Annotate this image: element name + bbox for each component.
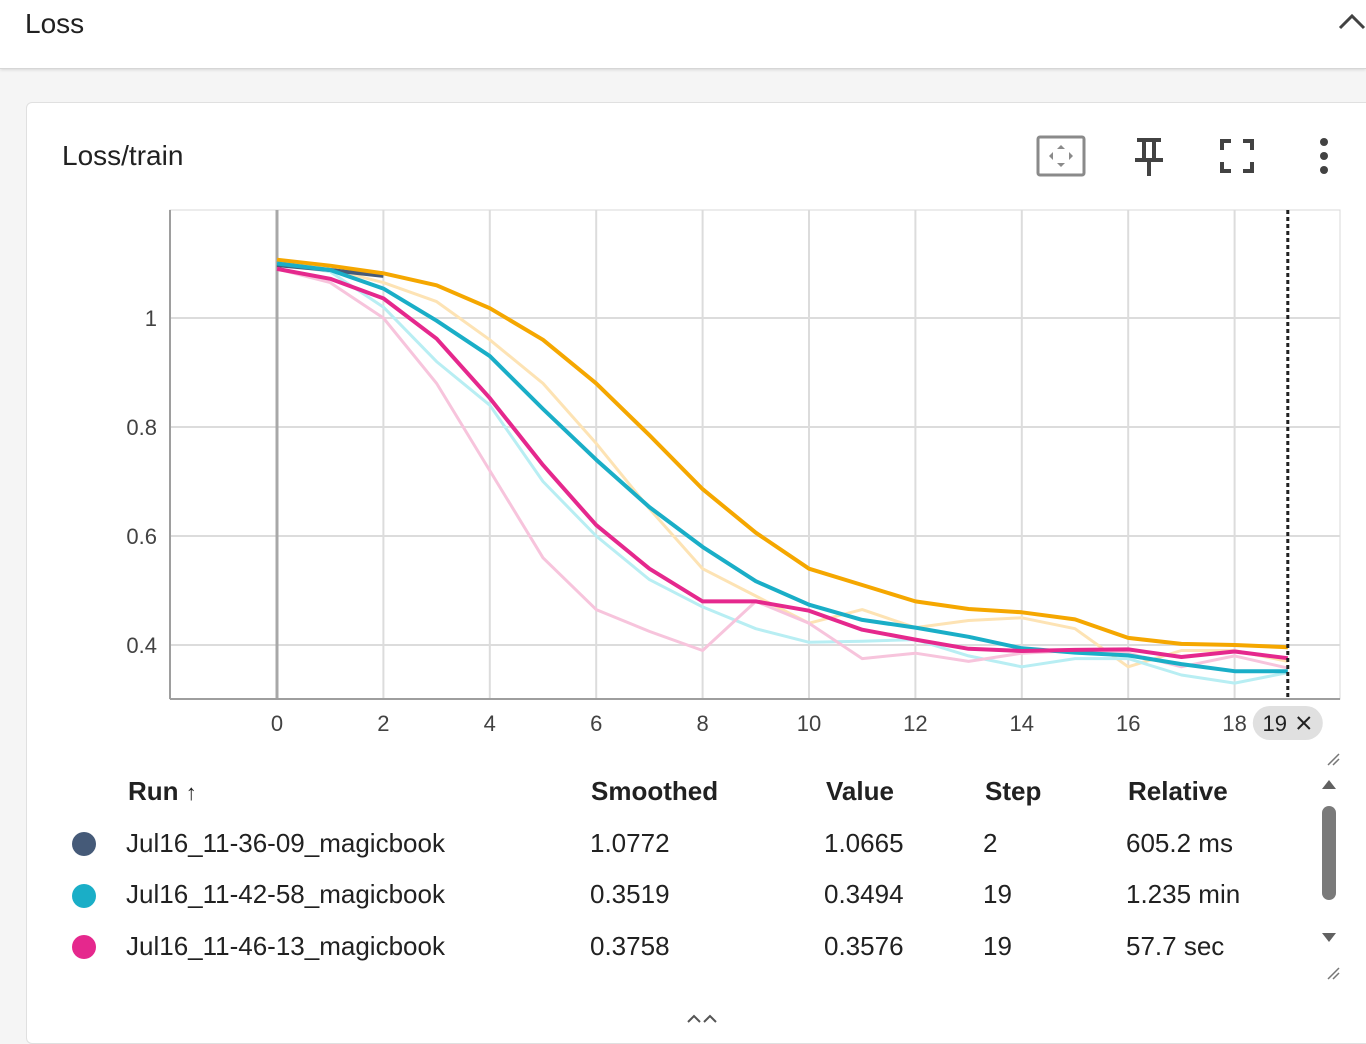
x-tick-label: 8 — [696, 711, 708, 736]
run-name: Jul16_11-36-09_magicbook — [126, 828, 445, 858]
sort-arrow-icon: ↑ — [185, 780, 197, 805]
x-tick-label: 6 — [590, 711, 602, 736]
raw-value: 0.3494 — [824, 879, 904, 909]
step-value: 19 — [983, 931, 1012, 961]
series-raw-line — [276, 262, 1289, 685]
section-header: Loss — [0, 0, 1366, 69]
section-title: Loss — [25, 8, 85, 39]
scroll-down-icon — [1322, 933, 1336, 942]
run-name: Jul16_11-42-58_magicbook — [126, 879, 445, 909]
step-value: 19 — [983, 879, 1012, 909]
x-tick-label: 2 — [377, 711, 389, 736]
expand-card-icon[interactable] — [684, 1012, 720, 1023]
run-color-dot — [72, 884, 96, 908]
run-color-dot — [72, 832, 96, 856]
x-tick-label: 18 — [1222, 711, 1246, 736]
pin-button[interactable] — [1124, 132, 1174, 180]
more-options-button[interactable] — [1299, 132, 1349, 180]
series-line — [276, 261, 1288, 674]
scroll-thumb — [1322, 806, 1336, 900]
y-tick-label: 1 — [145, 306, 157, 331]
y-tick-label: 0.8 — [126, 415, 157, 440]
series-raw-line — [276, 267, 1289, 670]
x-tick-label: 16 — [1116, 711, 1140, 736]
smoothed-value: 0.3758 — [590, 931, 670, 961]
x-tick-label: 12 — [903, 711, 927, 736]
chevron-up-icon[interactable] — [1333, 6, 1366, 36]
close-icon — [1297, 716, 1311, 730]
raw-value: 1.0665 — [824, 828, 904, 858]
series-line — [276, 257, 1288, 650]
header-smoothed[interactable]: Smoothed — [591, 776, 719, 806]
more-vert-icon — [1320, 138, 1328, 174]
x-tick-label: 4 — [484, 711, 496, 736]
x-tick-label: 10 — [797, 711, 821, 736]
header-step[interactable]: Step — [985, 776, 1042, 806]
scroll-up-icon — [1322, 780, 1336, 789]
run-color-dot — [72, 935, 96, 959]
resize-handle-icon[interactable] — [1324, 750, 1342, 768]
raw-value: 0.3576 — [824, 931, 904, 961]
fit-domain-button[interactable] — [1036, 132, 1086, 180]
fullscreen-icon — [1220, 139, 1254, 173]
relative-time: 605.2 ms — [1126, 828, 1233, 858]
resize-handle-icon[interactable] — [1324, 964, 1342, 982]
table-scrollbar[interactable] — [1318, 776, 1340, 986]
y-tick-label: 0.6 — [126, 524, 157, 549]
loss-chart[interactable]: 0.40.60.810 2 4 6 8 10 12 14 16 18 19 — [0, 0, 1366, 770]
y-tick-label: 0.4 — [126, 633, 157, 658]
hover-chip-bg — [1252, 706, 1323, 740]
hover-chip-label: 19 — [1263, 711, 1287, 736]
x-tick-label: 0 — [271, 711, 283, 736]
card-title: Loss/train — [62, 140, 184, 171]
series-raw-line — [276, 258, 1289, 669]
run-name: Jul16_11-46-13_magicbook — [126, 931, 445, 961]
header-relative[interactable]: Relative — [1128, 776, 1228, 806]
header-run-label: Run — [128, 776, 179, 806]
pin-icon — [1135, 138, 1163, 176]
smoothed-value: 0.3519 — [590, 879, 670, 909]
series-line — [276, 266, 1289, 661]
fit-domain-icon — [1036, 135, 1086, 177]
x-tick-label: 14 — [1010, 711, 1034, 736]
header-run[interactable]: Run ↑ — [128, 776, 197, 807]
header-value[interactable]: Value — [826, 776, 894, 806]
smoothed-value: 1.0772 — [590, 828, 670, 858]
hover-step-chip: 19 — [1252, 706, 1323, 740]
relative-time: 1.235 min — [1126, 879, 1241, 909]
step-value: 2 — [983, 828, 998, 858]
fullscreen-button[interactable] — [1212, 132, 1262, 180]
relative-time: 57.7 sec — [1126, 931, 1225, 961]
